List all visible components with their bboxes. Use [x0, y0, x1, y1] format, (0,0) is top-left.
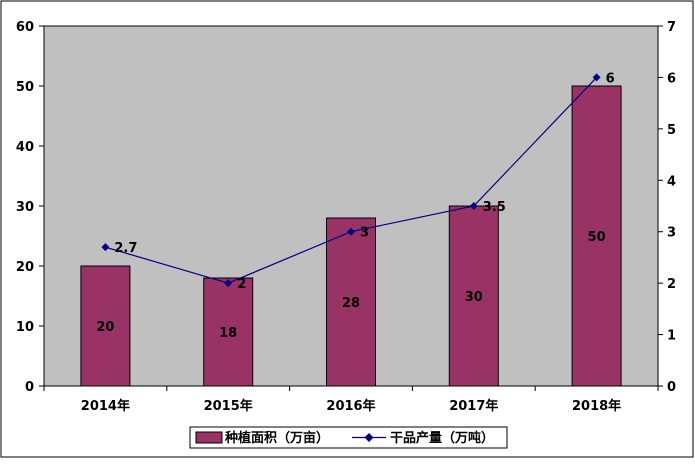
legend-label-bar: 种植面积（万亩） [224, 430, 329, 446]
left-axis-tick-label: 30 [16, 200, 34, 215]
bar-series [80, 85, 622, 387]
bar [326, 217, 376, 387]
left-axis-tick-label: 60 [16, 20, 34, 35]
right-axis-tick-label: 5 [667, 123, 676, 138]
bar-data-labels: 20 18 28 30 50 [96, 230, 605, 341]
line-marker [347, 227, 355, 236]
legend-swatch-marker [364, 433, 374, 442]
line-series [101, 73, 601, 288]
right-axis-tick-label: 4 [667, 174, 676, 189]
x-axis-tick-label: 2014年 [81, 398, 130, 414]
left-axis-tick-label: 40 [16, 140, 34, 155]
bar-data-label: 20 [96, 320, 114, 335]
line-marker [469, 202, 478, 210]
right-axis-tick-label: 7 [667, 20, 676, 35]
left-axis: 0 10 20 30 40 50 60 [16, 20, 44, 395]
x-axis-tick-label: 2018年 [572, 398, 621, 414]
line-data-label: 6 [606, 71, 615, 86]
line-data-label: 2.7 [114, 241, 137, 256]
bar [571, 85, 622, 387]
right-axis: 0 1 2 3 4 5 6 7 [658, 20, 676, 395]
right-axis-tick-label: 3 [667, 226, 676, 241]
line-data-label: 3.5 [483, 200, 506, 215]
bar-data-label: 18 [219, 326, 237, 341]
line-marker [101, 243, 110, 252]
legend-swatch-bar [195, 431, 223, 444]
x-axis-tick-label: 2016年 [326, 398, 375, 414]
left-axis-tick-label: 50 [16, 80, 34, 95]
right-axis-tick-label: 2 [667, 277, 676, 292]
line-marker [224, 279, 233, 288]
right-axis-tick-label: 0 [667, 380, 676, 395]
bar-data-label: 28 [342, 296, 360, 311]
left-axis-tick-label: 10 [16, 320, 34, 335]
x-axis-tick-label: 2015年 [204, 398, 253, 414]
line-data-label: 3 [360, 226, 369, 241]
x-axis-tick-label: 2017年 [449, 398, 498, 414]
right-axis-tick-label: 1 [667, 329, 676, 344]
bar-data-label: 50 [588, 230, 606, 245]
right-axis-tick-label: 6 [667, 71, 676, 86]
legend-label-line: 干品产量（万吨） [390, 430, 494, 446]
left-axis-tick-label: 20 [16, 260, 34, 275]
bar-data-label: 30 [465, 290, 483, 305]
legend-box [189, 426, 508, 449]
line-data-labels: 2.7 2 3 3.5 6 [114, 71, 614, 292]
bar [448, 205, 499, 387]
x-axis: 2014年 2015年 2016年 2017年 2018年 [43, 386, 659, 414]
line-data-label: 2 [237, 277, 246, 292]
line-marker [592, 73, 601, 82]
left-axis-tick-label: 0 [25, 380, 34, 395]
bar [80, 265, 131, 387]
bar [203, 277, 254, 387]
legend: 种植面积（万亩） 干品产量（万吨） [189, 426, 508, 449]
